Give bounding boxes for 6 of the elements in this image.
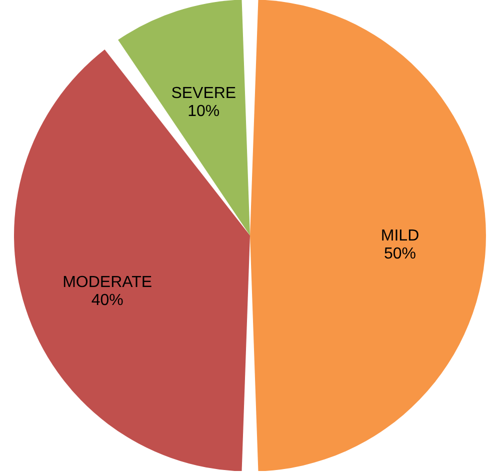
data-label: 10% — [188, 102, 220, 120]
data-label: 40% — [91, 292, 124, 309]
data-label: 50% — [384, 246, 416, 262]
slice-label: SEVERE — [171, 84, 236, 102]
slice-label: MILD — [380, 228, 420, 244]
slice-label: MODERATE — [62, 274, 152, 291]
